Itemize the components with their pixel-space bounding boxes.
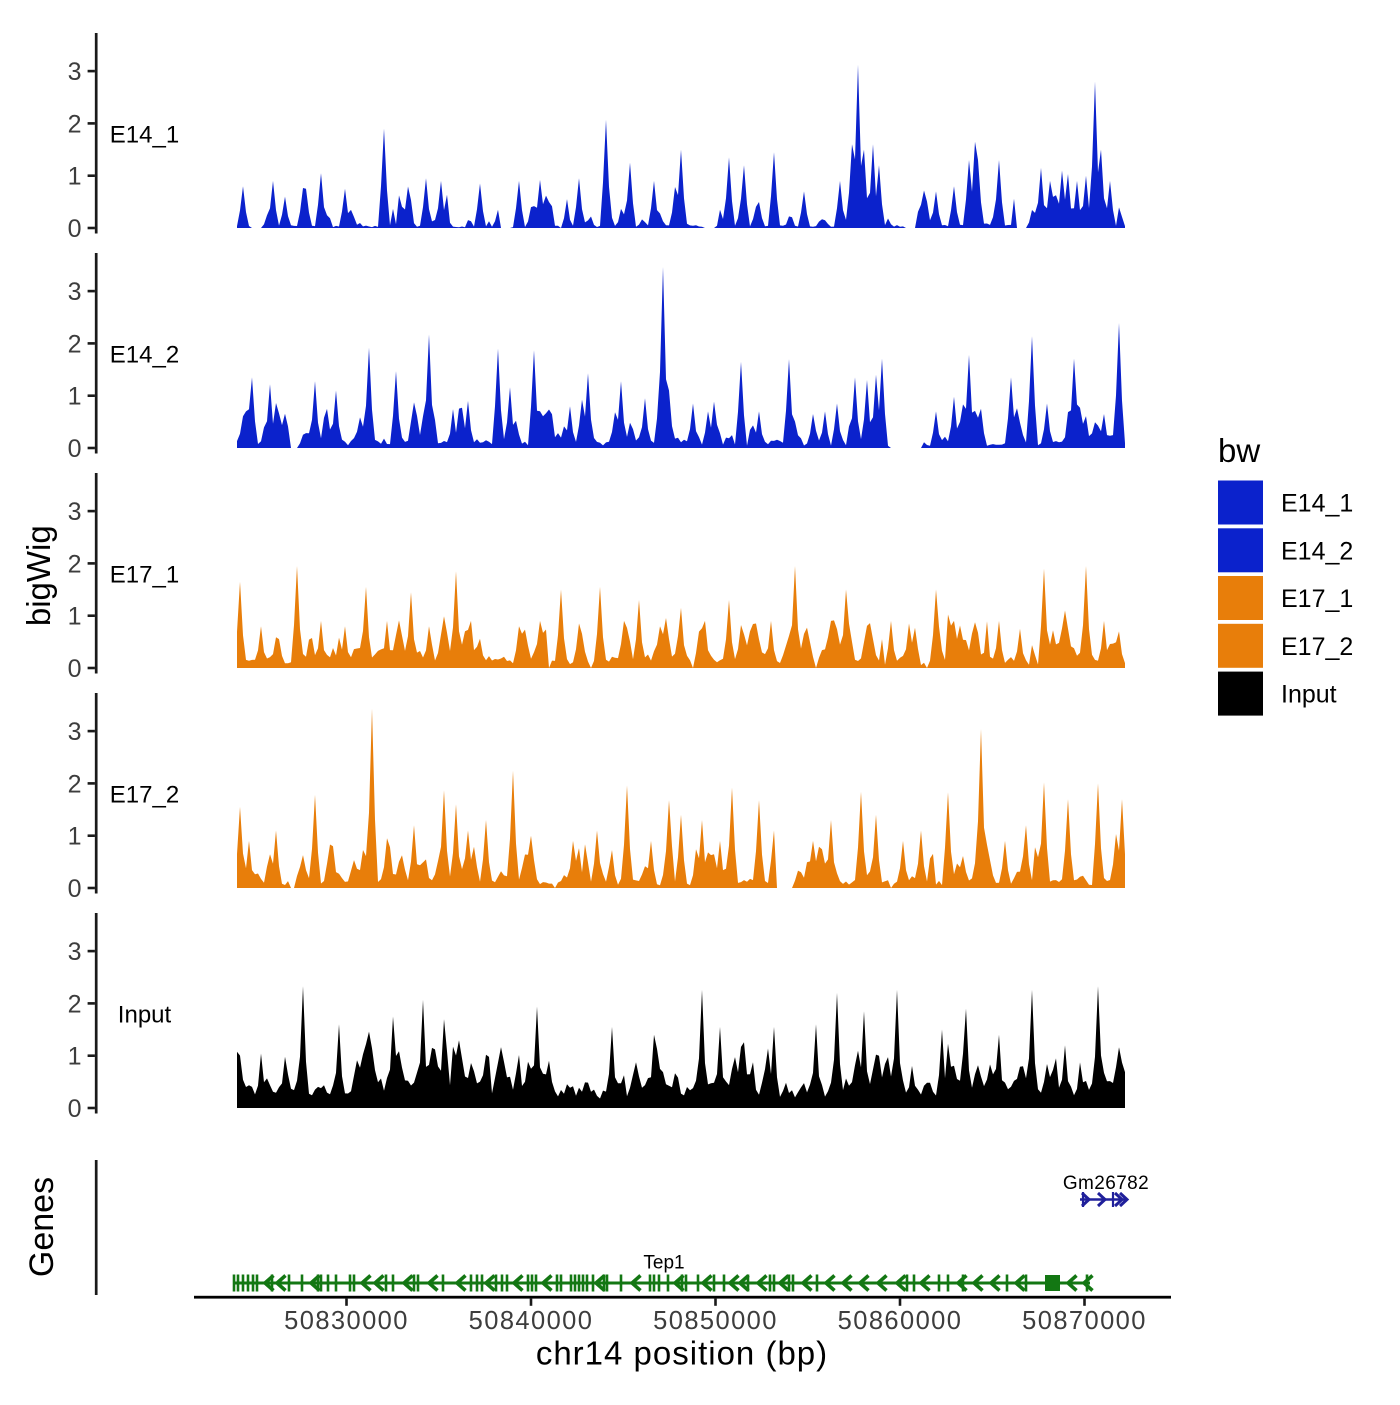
svg-text:E17_1: E17_1 <box>110 562 179 589</box>
svg-text:E17_2: E17_2 <box>110 782 179 809</box>
svg-text:bw: bw <box>1218 432 1260 469</box>
svg-text:50870000: 50870000 <box>1022 1307 1147 1335</box>
svg-text:E14_1: E14_1 <box>1281 490 1353 518</box>
svg-text:1: 1 <box>68 823 82 851</box>
svg-text:E14_2: E14_2 <box>110 342 179 369</box>
svg-text:1: 1 <box>68 163 82 191</box>
svg-text:Input: Input <box>118 1002 172 1029</box>
svg-text:3: 3 <box>68 498 82 526</box>
svg-text:E14_2: E14_2 <box>1281 537 1353 565</box>
svg-text:1: 1 <box>68 1043 82 1071</box>
svg-text:2: 2 <box>68 330 82 358</box>
svg-text:Input: Input <box>1281 681 1337 709</box>
svg-text:3: 3 <box>68 58 82 86</box>
svg-text:2: 2 <box>68 770 82 798</box>
svg-text:2: 2 <box>68 550 82 578</box>
svg-text:3: 3 <box>68 718 82 746</box>
svg-text:1: 1 <box>68 603 82 631</box>
svg-text:bigWig: bigWig <box>20 525 57 626</box>
svg-text:E17_1: E17_1 <box>1281 585 1353 613</box>
svg-text:2: 2 <box>68 110 82 138</box>
svg-text:50860000: 50860000 <box>838 1307 963 1335</box>
svg-text:1: 1 <box>68 383 82 411</box>
svg-text:Tep1: Tep1 <box>643 1253 684 1274</box>
svg-text:50850000: 50850000 <box>653 1307 778 1335</box>
svg-text:0: 0 <box>68 875 82 903</box>
svg-text:0: 0 <box>68 655 82 683</box>
svg-text:0: 0 <box>68 1095 82 1123</box>
svg-text:Gm26782: Gm26782 <box>1063 1173 1149 1194</box>
svg-text:50840000: 50840000 <box>469 1307 594 1335</box>
svg-text:3: 3 <box>68 938 82 966</box>
svg-text:2: 2 <box>68 990 82 1018</box>
svg-text:chr14 position (bp): chr14 position (bp) <box>536 1335 828 1372</box>
svg-text:0: 0 <box>68 435 82 463</box>
svg-text:50830000: 50830000 <box>284 1307 409 1335</box>
svg-text:E14_1: E14_1 <box>110 122 179 149</box>
svg-text:3: 3 <box>68 278 82 306</box>
svg-text:0: 0 <box>68 215 82 243</box>
svg-text:Genes: Genes <box>23 1177 61 1277</box>
svg-text:E17_2: E17_2 <box>1281 633 1353 661</box>
